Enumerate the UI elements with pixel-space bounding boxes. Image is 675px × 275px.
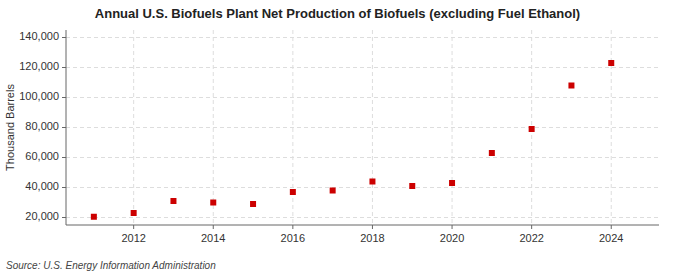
tick-label: 120,000 <box>19 60 59 72</box>
axes: 20,000 40,000 60,000 80,000 100,000 120,000 14… <box>19 30 659 244</box>
point <box>568 83 574 89</box>
point <box>608 60 614 66</box>
tick-label: 140,000 <box>19 30 59 42</box>
tick-mark <box>611 225 612 229</box>
y-axis-line <box>66 30 67 225</box>
grid-line <box>66 37 659 38</box>
grid-line <box>372 30 373 225</box>
grid-line <box>66 97 659 98</box>
tick-mark <box>372 225 373 229</box>
point <box>170 198 176 204</box>
point <box>210 200 216 206</box>
chart: 20,000 40,000 60,000 80,000 100,000 120,000 14… <box>0 0 675 275</box>
point <box>449 180 455 186</box>
points <box>91 60 614 220</box>
tick-mark <box>62 127 66 128</box>
tick-mark <box>133 225 134 229</box>
tick-label: 100,000 <box>19 90 59 102</box>
tick-mark <box>62 37 66 38</box>
tick-label: 2024 <box>599 232 623 244</box>
grid-line <box>133 30 134 225</box>
tick-mark <box>62 97 66 98</box>
grid-line <box>66 157 659 158</box>
tick-label: 40,000 <box>25 180 59 192</box>
tick-mark <box>62 187 66 188</box>
grid <box>66 30 659 225</box>
tick-label: 2016 <box>281 232 305 244</box>
point <box>91 214 97 220</box>
tick-mark <box>62 157 66 158</box>
tick-label: 2022 <box>519 232 543 244</box>
grid-line <box>66 67 659 68</box>
grid-line <box>292 30 293 225</box>
point <box>250 201 256 207</box>
point <box>409 183 415 189</box>
tick-mark <box>292 225 293 229</box>
grid-line <box>213 30 214 225</box>
source-note: Source: U.S. Energy Information Administ… <box>6 260 216 271</box>
tick-mark <box>531 225 532 229</box>
grid-line <box>66 217 659 218</box>
tick-label: 2018 <box>360 232 384 244</box>
point <box>489 150 495 156</box>
tick-mark <box>452 225 453 229</box>
axis-label: Thousand Barrels <box>4 84 16 171</box>
tick-label: 2020 <box>440 232 464 244</box>
tick-label: 2012 <box>121 232 145 244</box>
tick-label: 2014 <box>201 232 225 244</box>
tick-mark <box>62 217 66 218</box>
grid-line <box>452 30 453 225</box>
point <box>131 210 137 216</box>
tick-label: 60,000 <box>25 150 59 162</box>
x-axis-line <box>66 225 659 226</box>
tick-label: 80,000 <box>25 120 59 132</box>
tick-mark <box>213 225 214 229</box>
tick-label: 20,000 <box>25 210 59 222</box>
title: Annual U.S. Biofuels Plant Net Productio… <box>95 6 580 21</box>
grid-line <box>611 30 612 225</box>
tick-mark <box>62 67 66 68</box>
grid-line <box>66 127 659 128</box>
point <box>330 188 336 194</box>
point <box>529 126 535 132</box>
point <box>369 179 375 185</box>
grid-line <box>66 187 659 188</box>
point <box>290 189 296 195</box>
